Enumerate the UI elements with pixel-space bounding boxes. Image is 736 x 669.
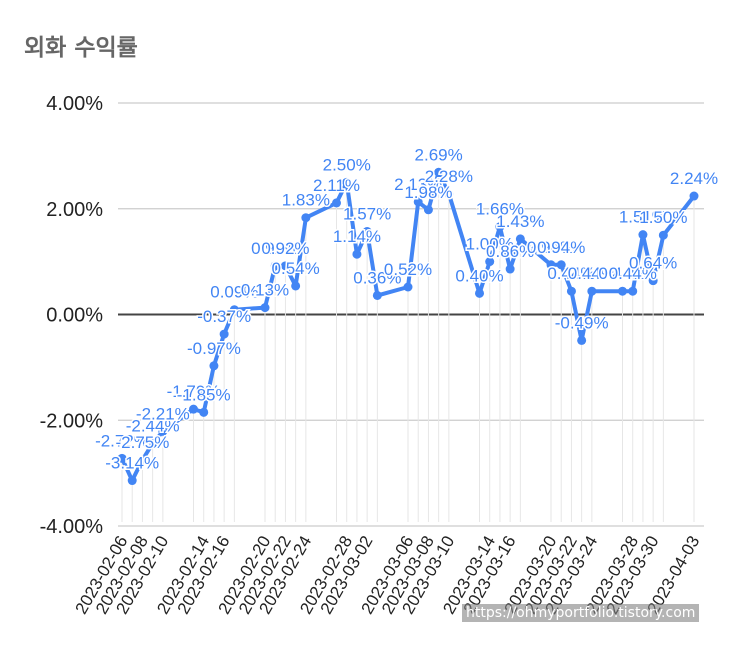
data-point[interactable] xyxy=(219,329,229,339)
data-point[interactable] xyxy=(148,439,158,449)
data-labels: -2.72% -3.14% -2.75%-2.44%-2.21% -1.79%-1.8… xyxy=(94,144,720,474)
data-label: 0.94% xyxy=(537,238,585,257)
data-point[interactable] xyxy=(280,261,290,271)
y-tick-label: 4.00% xyxy=(46,93,103,115)
data-point[interactable] xyxy=(117,453,127,463)
data-points xyxy=(117,167,699,486)
data-point[interactable] xyxy=(648,276,658,286)
data-point[interactable] xyxy=(137,455,147,465)
y-tick-label: -4.00% xyxy=(40,516,104,538)
data-point[interactable] xyxy=(689,191,699,201)
data-label: -2.75% xyxy=(115,433,169,452)
data-point[interactable] xyxy=(638,230,648,240)
data-point[interactable] xyxy=(403,282,413,292)
data-point[interactable] xyxy=(229,305,239,315)
data-point[interactable] xyxy=(199,407,209,417)
data-point[interactable] xyxy=(332,198,341,208)
data-label: 2.50% xyxy=(323,155,371,174)
data-point[interactable] xyxy=(301,213,311,223)
data-label: 1.66% xyxy=(476,200,524,219)
data-label: -0.97% xyxy=(187,339,241,358)
data-label: 1.43% xyxy=(496,212,544,231)
y-tick-label: 0.00% xyxy=(46,305,103,327)
data-label: 0.44% xyxy=(547,264,595,283)
data-point[interactable] xyxy=(372,290,382,300)
chart-title: 외화 수익률 xyxy=(24,35,138,61)
y-axis-ticks: 4.00% 2.00% 0.00% -2.00% -4.00% xyxy=(40,93,104,538)
data-label: 1.83% xyxy=(282,191,330,210)
data-label: 2.28% xyxy=(425,167,473,186)
data-point[interactable] xyxy=(495,222,505,232)
data-label: 1.50% xyxy=(639,208,687,227)
data-point[interactable] xyxy=(260,303,270,313)
grid-lines xyxy=(118,102,704,527)
data-point[interactable] xyxy=(413,197,423,207)
data-label: 0.40% xyxy=(455,266,503,285)
data-point[interactable] xyxy=(577,335,587,345)
data-label: 1.51% xyxy=(619,208,667,227)
data-point[interactable] xyxy=(434,167,444,177)
data-label: -2.72% xyxy=(95,431,149,450)
data-point[interactable] xyxy=(515,234,525,244)
data-label: -1.79% xyxy=(167,382,221,401)
data-label: 2.13% xyxy=(394,175,442,194)
data-label: 2.24% xyxy=(670,169,718,188)
data-point[interactable] xyxy=(362,226,372,236)
data-point[interactable] xyxy=(352,249,362,259)
y-tick-label: -2.00% xyxy=(40,410,104,432)
data-label: -1.85% xyxy=(177,385,231,404)
data-label: 0.44% xyxy=(609,264,657,283)
data-label: 0.54% xyxy=(272,259,320,278)
data-point[interactable] xyxy=(209,361,219,371)
data-label: -2.21% xyxy=(136,404,190,423)
data-label: 0.64% xyxy=(629,254,677,273)
data-label: 0.52% xyxy=(384,260,432,279)
data-label: -2.44% xyxy=(126,417,180,436)
data-point[interactable] xyxy=(505,264,515,274)
data-point[interactable] xyxy=(546,260,556,270)
data-point[interactable] xyxy=(189,404,198,414)
data-label: 0.09% xyxy=(210,283,258,302)
data-point[interactable] xyxy=(342,177,352,187)
data-label: -0.37% xyxy=(197,307,251,326)
data-label: 2.11% xyxy=(313,176,360,195)
data-label: 0.86% xyxy=(486,242,534,261)
data-label: -0.49% xyxy=(555,313,609,332)
data-point[interactable] xyxy=(291,281,301,291)
data-point[interactable] xyxy=(587,286,597,296)
data-label: -3.14% xyxy=(105,454,159,473)
point-drop-lines xyxy=(121,172,695,522)
data-label: 0.92% xyxy=(251,239,299,258)
data-label: 0.44% xyxy=(598,264,646,283)
data-point[interactable] xyxy=(158,426,168,436)
data-point[interactable] xyxy=(556,260,566,270)
data-point[interactable] xyxy=(423,205,433,215)
y-tick-label: 2.00% xyxy=(46,199,103,221)
data-label: 0.92% xyxy=(261,239,309,258)
data-point[interactable] xyxy=(127,476,137,486)
data-point[interactable] xyxy=(485,257,495,267)
data-point[interactable] xyxy=(566,286,576,296)
data-label: 1.57% xyxy=(343,204,391,223)
watermark: https://ohmyportfolio.tistory.com xyxy=(462,604,700,622)
data-point[interactable] xyxy=(270,261,280,271)
data-label: 1.00% xyxy=(466,235,514,254)
data-label: 0.13% xyxy=(241,281,289,300)
data-label: 2.69% xyxy=(415,145,463,164)
data-label: 1.98% xyxy=(404,183,452,202)
data-label: 0.36% xyxy=(353,268,401,287)
data-label: 0.44% xyxy=(568,264,616,283)
data-point[interactable] xyxy=(628,286,638,296)
data-point[interactable] xyxy=(475,288,484,298)
data-point[interactable] xyxy=(618,286,627,296)
data-label: 0.94% xyxy=(527,238,575,257)
data-label: 1.14% xyxy=(333,227,381,246)
data-point[interactable] xyxy=(658,230,668,240)
data-point[interactable] xyxy=(444,189,454,199)
